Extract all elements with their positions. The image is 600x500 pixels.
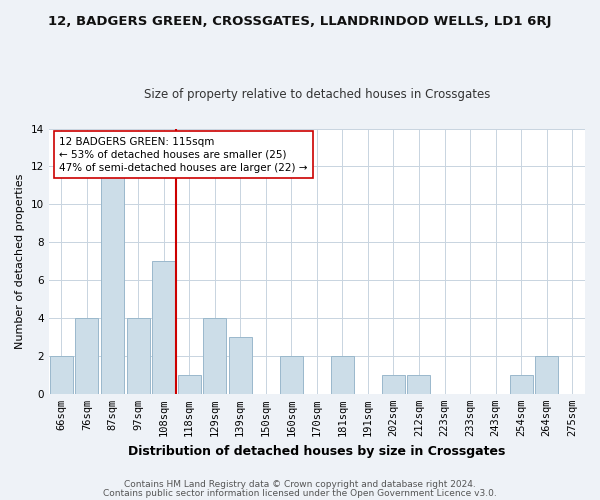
Text: Contains HM Land Registry data © Crown copyright and database right 2024.: Contains HM Land Registry data © Crown c…	[124, 480, 476, 489]
Bar	[152, 261, 175, 394]
Title: Size of property relative to detached houses in Crossgates: Size of property relative to detached ho…	[143, 88, 490, 101]
Text: Contains public sector information licensed under the Open Government Licence v3: Contains public sector information licen…	[103, 488, 497, 498]
Bar	[229, 337, 252, 394]
Bar	[535, 356, 558, 394]
Bar	[331, 356, 354, 394]
Text: 12, BADGERS GREEN, CROSSGATES, LLANDRINDOD WELLS, LD1 6RJ: 12, BADGERS GREEN, CROSSGATES, LLANDRIND…	[48, 15, 552, 28]
Text: 12 BADGERS GREEN: 115sqm
← 53% of detached houses are smaller (25)
47% of semi-d: 12 BADGERS GREEN: 115sqm ← 53% of detach…	[59, 136, 308, 173]
Bar	[178, 375, 200, 394]
Bar	[203, 318, 226, 394]
Bar	[509, 375, 533, 394]
Bar	[127, 318, 149, 394]
Bar	[76, 318, 98, 394]
Bar	[382, 375, 405, 394]
Y-axis label: Number of detached properties: Number of detached properties	[15, 174, 25, 349]
Bar	[101, 166, 124, 394]
Bar	[407, 375, 430, 394]
X-axis label: Distribution of detached houses by size in Crossgates: Distribution of detached houses by size …	[128, 444, 506, 458]
Bar	[50, 356, 73, 394]
Bar	[280, 356, 303, 394]
